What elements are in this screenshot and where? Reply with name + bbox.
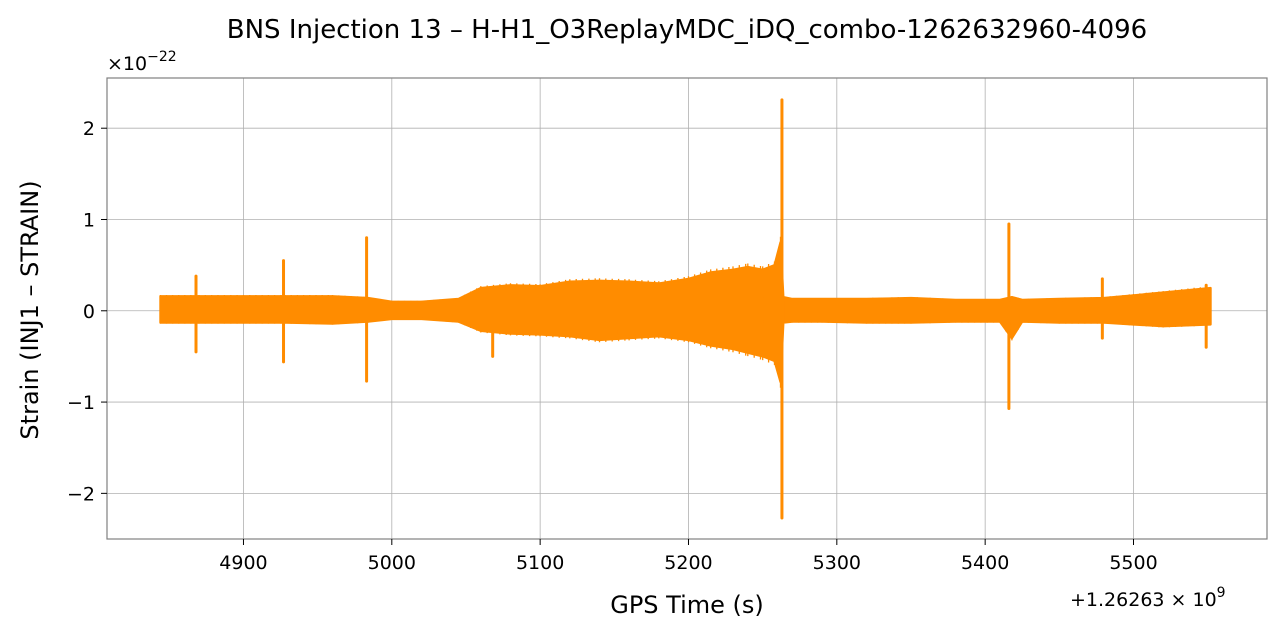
x-offset-base: +1.26263 × 10	[1070, 589, 1217, 611]
x-offset-exponent: 9	[1217, 585, 1226, 601]
y-tick-label: 0	[83, 301, 95, 323]
plot-frame	[106, 77, 1268, 540]
y-tick-label: 1	[83, 209, 95, 231]
y-tick-label: −2	[67, 483, 95, 505]
axis-ticks: 4900 5000 5100 5200 5300 5400 5500 −2 −1 0 1 2	[67, 118, 1158, 574]
y-axis-label: Strain (INJ1 – STRAIN)	[16, 180, 44, 439]
x-tick-label: 5000	[368, 552, 416, 574]
data-series	[159, 98, 1212, 520]
x-tick-label: 5200	[664, 552, 712, 574]
y-scale-exponent: −22	[147, 49, 177, 65]
chart-title: BNS Injection 13 – H-H1_O3ReplayMDC_iDQ_…	[227, 15, 1147, 45]
x-axis-offset: +1.26263 × 109	[1070, 585, 1226, 611]
y-scale-multiplier: ×10−22	[107, 49, 177, 75]
x-tick-label: 5300	[813, 552, 861, 574]
x-tick-label: 5100	[516, 552, 564, 574]
x-tick-label: 4900	[219, 552, 267, 574]
strain-oscillation	[159, 236, 1210, 388]
strain-envelope	[159, 241, 1212, 384]
x-tick-label: 5500	[1109, 552, 1157, 574]
y-tick-label: −1	[67, 392, 95, 414]
y-scale-base: ×10	[107, 53, 147, 75]
y-tick-label: 2	[83, 118, 95, 140]
x-axis-label: GPS Time (s)	[610, 591, 764, 619]
x-tick-label: 5400	[961, 552, 1009, 574]
